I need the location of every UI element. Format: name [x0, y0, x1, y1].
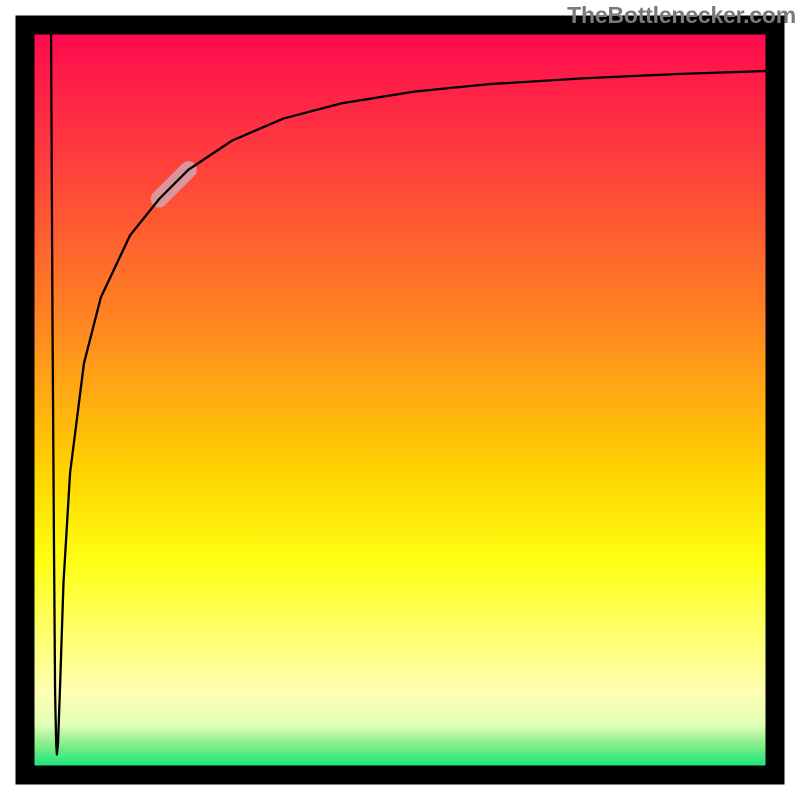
gradient-background — [35, 35, 766, 766]
chart-container: { "watermark": { "text": "TheBottlenecke… — [0, 0, 800, 800]
bottleneck-chart — [0, 0, 800, 800]
watermark-text: TheBottlenecker.com — [567, 2, 796, 29]
